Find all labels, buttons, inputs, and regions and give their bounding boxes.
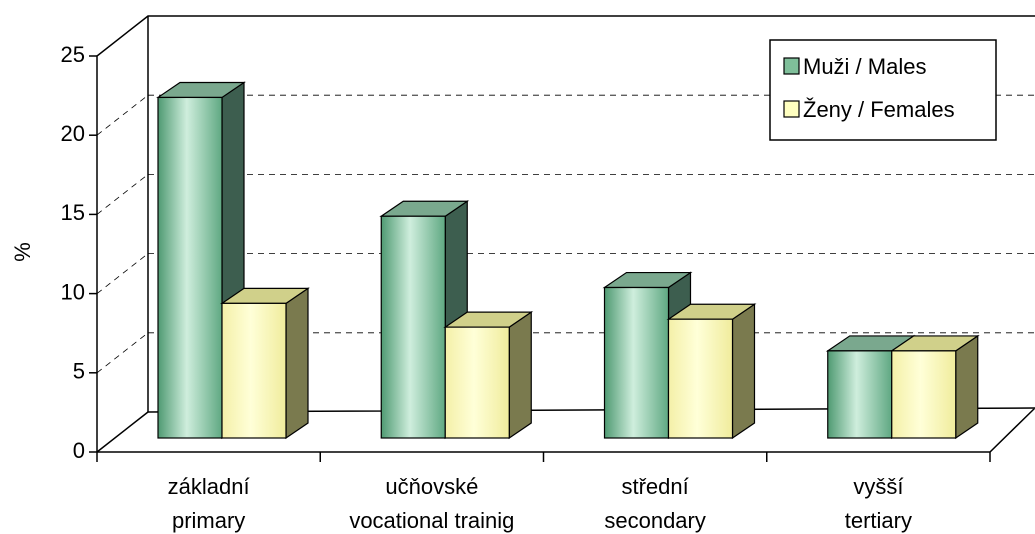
legend-label-females: Ženy / Females xyxy=(803,97,955,122)
y-axis-title: % xyxy=(10,242,35,262)
legend-swatch-males xyxy=(783,57,800,75)
legend-swatch-females xyxy=(783,100,800,118)
y-tick-label: 5 xyxy=(73,359,85,384)
bar-females-front xyxy=(667,318,734,439)
y-tick-label: 25 xyxy=(61,42,85,67)
category-label: secondary xyxy=(604,508,706,533)
bar-males-front xyxy=(157,96,223,439)
gridline-side xyxy=(96,94,149,136)
bar-females xyxy=(889,334,980,440)
bars xyxy=(156,81,980,440)
bar-males-front xyxy=(827,350,893,439)
x-axis: základní primary učňovské vocational traini… xyxy=(96,452,991,533)
category-label: primary xyxy=(172,508,245,533)
bar-females-side xyxy=(731,303,756,440)
y-tick-label: 20 xyxy=(61,121,85,146)
bar-females-side xyxy=(285,287,309,440)
bar-females xyxy=(666,303,757,440)
y-tick-label: 0 xyxy=(73,438,85,463)
gridline-side xyxy=(96,253,149,294)
legend-box xyxy=(769,39,997,141)
bar-females-front xyxy=(221,302,287,439)
legend: Muži / Males Ženy / Females xyxy=(769,39,997,141)
category-label: střední xyxy=(621,474,688,499)
legend-label-males: Muži / Males xyxy=(803,54,926,79)
bar-females xyxy=(220,287,310,440)
category-label: vocational trainig xyxy=(349,508,514,533)
y-axis: 0 5 10 15 20 25 xyxy=(61,42,97,463)
category-label: tertiary xyxy=(845,508,912,533)
category-label: základní xyxy=(168,474,250,499)
bar-females-front xyxy=(891,350,957,439)
bar-females xyxy=(443,311,534,440)
y-tick-label: 15 xyxy=(61,200,85,225)
gridline-side xyxy=(96,174,149,215)
bar-females-side xyxy=(955,334,979,440)
bar-females-front xyxy=(444,326,510,439)
gridline-side xyxy=(96,332,149,374)
floor-left-edge xyxy=(96,411,149,453)
bar-males-front xyxy=(603,286,670,439)
bar-males-front xyxy=(380,215,446,439)
category-label: učňovské xyxy=(385,474,478,499)
back-wall-edge xyxy=(96,15,1035,452)
category-label: vyšší xyxy=(853,474,903,499)
bar-females-side xyxy=(508,311,532,440)
y-tick-label: 10 xyxy=(61,279,85,304)
